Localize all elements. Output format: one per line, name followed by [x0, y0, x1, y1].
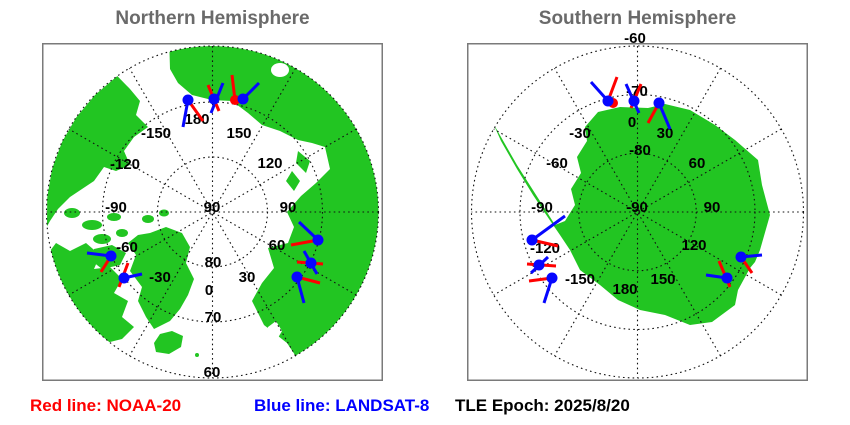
longitude-label: -30: [569, 125, 591, 142]
land-antarctica: [493, 104, 770, 325]
satellite-marker: [291, 271, 321, 304]
longitude-label: 0: [628, 114, 636, 131]
land-iceland: [154, 331, 183, 354]
land-arctic-island: [142, 215, 154, 223]
landsat8-track-segment: [531, 214, 566, 242]
southern-hemisphere-map: 0306090120150180-150-120-90-60-30-60-70-…: [467, 30, 808, 381]
landsat8-position-dot: [182, 94, 194, 106]
longitude-label: 30: [239, 269, 256, 286]
longitude-label: 120: [681, 237, 706, 254]
landsat8-position-dot: [721, 272, 733, 284]
land-arctic-island: [64, 208, 80, 218]
northern-land-group: [47, 46, 379, 369]
satellite-marker: [526, 214, 566, 248]
land-novaya-zemlya: [286, 171, 300, 191]
longitude-label: 60: [269, 237, 286, 254]
landsat8-position-dot: [533, 259, 545, 271]
longitude-label: 0: [205, 282, 213, 299]
southern-labels-and-markers: 0306090120150180-150-120-90-60-30-60-70-…: [526, 30, 763, 304]
satellite-marker: [589, 76, 619, 108]
satellite-marker: [206, 82, 225, 114]
satellite-marker: [735, 251, 763, 274]
land-alaska: [47, 76, 148, 227]
legend-tle-epoch: TLE Epoch: 2025/8/20: [455, 396, 630, 415]
landsat8-position-dot: [118, 272, 130, 284]
latitude-label: 70: [205, 309, 222, 326]
satellite-marker: [528, 272, 558, 304]
satellite-marker: [86, 250, 117, 273]
land-arctic-island: [116, 229, 128, 237]
satellite-marker: [296, 250, 324, 275]
southern-hemisphere-title: Southern Hemisphere: [538, 8, 737, 29]
land-arctic-island: [93, 234, 111, 244]
satellite-marker: [117, 262, 143, 288]
longitude-label: 150: [226, 125, 251, 142]
southern-map-frame: [467, 43, 808, 381]
land-eurasia: [169, 46, 379, 356]
longitude-label: 180: [612, 281, 637, 298]
legend-noaa20: Red line: NOAA-20: [30, 396, 182, 415]
landsat8-position-dot: [105, 250, 117, 262]
northern-hemisphere-title: Northern Hemisphere: [115, 8, 310, 29]
longitude-label: -150: [141, 125, 171, 142]
latitude-label: 80: [205, 254, 222, 271]
longitude-label: 90: [280, 199, 297, 216]
satellite-marker: [181, 94, 205, 128]
northern-graticule: [45, 45, 380, 379]
land-arctic-island: [107, 213, 121, 221]
satellite-marker: [230, 74, 261, 105]
longitude-label: 90: [704, 199, 721, 216]
latitude-label: -80: [629, 142, 651, 159]
latitude-label: 60: [204, 364, 221, 381]
landsat8-position-dot: [602, 95, 614, 107]
land-arctic-island: [159, 209, 169, 217]
longitude-label: 60: [689, 155, 706, 172]
landsat8-position-dot: [291, 271, 303, 283]
landsat8-position-dot: [312, 234, 324, 246]
northern-labels-and-markers: 180 150 120 90 60 30 0 -30 -60 -90 -120-150 90 80 70 6…: [86, 74, 324, 381]
legend-landsat8: Blue line: LANDSAT-8: [254, 396, 430, 415]
land-novaya-zemlya: [296, 151, 310, 173]
longitude-label: -30: [149, 269, 171, 286]
northern-map-frame: [42, 43, 383, 381]
longitude-label: -120: [110, 156, 140, 173]
land-canada: [50, 243, 134, 343]
longitude-label: 150: [650, 271, 675, 288]
landsat8-position-dot: [628, 95, 640, 107]
satellite-marker: [705, 260, 733, 288]
longitude-label: -60: [546, 155, 568, 172]
sea-notch: [271, 63, 289, 77]
landsat8-position-dot: [546, 272, 558, 284]
satellite-marker: [624, 83, 643, 114]
satellite-marker: [290, 220, 324, 247]
satellite-marker: [526, 255, 557, 275]
land-antarctic-island: [488, 103, 492, 107]
latitude-label: 90: [204, 199, 221, 216]
sea-gulf-of-bothnia: [262, 321, 282, 369]
landsat8-position-dot: [305, 257, 317, 269]
land-greenland: [128, 227, 194, 329]
satellite-marker: [646, 97, 672, 130]
longitude-label: 180: [184, 111, 209, 128]
land-antarctic-island: [493, 94, 499, 100]
latitude-label: -90: [626, 199, 648, 216]
landsat8-position-dot: [526, 234, 538, 246]
latitude-label: -60: [624, 30, 646, 47]
longitude-label: -90: [531, 199, 553, 216]
land-arctic-island: [82, 220, 102, 230]
longitude-label: -90: [105, 199, 127, 216]
landsat8-position-dot: [653, 97, 665, 109]
longitude-label: -150: [565, 271, 595, 288]
landsat8-position-dot: [237, 93, 249, 105]
longitude-label: -60: [116, 239, 138, 256]
longitude-label: 120: [257, 155, 282, 172]
northern-hemisphere-map: 180 150 120 90 60 30 0 -30 -60 -90 -120-150 90 80 70 6…: [42, 43, 383, 381]
landsat8-position-dot: [735, 251, 747, 263]
land-faroe-island: [195, 353, 199, 357]
noaa20-position-dot: [230, 95, 240, 105]
landsat8-position-dot: [208, 93, 220, 105]
